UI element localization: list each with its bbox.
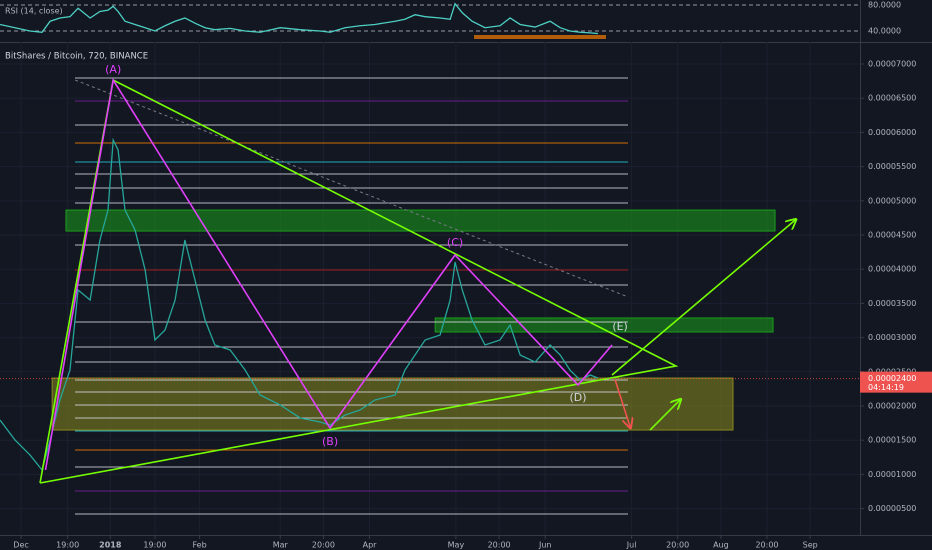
price-line: [0, 2, 598, 35]
x-tick-label: Sep: [803, 541, 818, 550]
y-tick-label: 0.00000500: [868, 504, 916, 513]
series: [0, 2, 599, 472]
trend-drawing: [44, 77, 613, 471]
x-tick-label: Jul: [626, 541, 637, 550]
x-tick-label: Apr: [363, 541, 378, 550]
rsi-oversold-highlight: [474, 35, 606, 39]
wave-label: (A): [105, 63, 121, 76]
arrow: [614, 379, 630, 427]
y-tick-label: 0.00001000: [868, 470, 916, 479]
axes: 0.00007000 0.00006500 0.00006000 0.00005500…: [13, 0, 932, 550]
price-line: [0, 137, 599, 472]
x-tick-label: 19:00: [143, 541, 166, 550]
y-tick-label: 0.00006000: [868, 128, 916, 137]
wave-label: (B): [322, 435, 338, 448]
x-tick-label: Feb: [193, 541, 207, 550]
wave-label: (D): [570, 391, 587, 404]
y-tick-label: 0.00001500: [868, 436, 916, 445]
x-tick-label: Aug: [713, 541, 729, 550]
arrow: [649, 400, 680, 431]
x-tick-label: Mar: [273, 541, 289, 550]
wave-label: (E): [612, 320, 628, 333]
zone: [65, 209, 776, 232]
chart-title: BitShares / Bitcoin, 720, BINANCE: [5, 52, 148, 62]
y-tick-label: 0.00006500: [868, 94, 916, 103]
x-tick-label: May: [448, 541, 465, 550]
grid: [0, 4, 860, 535]
last-price-box: [860, 371, 932, 393]
y-tick-label: 0.00002000: [868, 402, 916, 411]
zones: [51, 209, 776, 431]
x-tick-label: Jun: [538, 541, 552, 550]
rsi-title: RSI (14, close): [5, 7, 63, 16]
x-tick-label: 20:00: [755, 541, 778, 550]
x-tick-label: 20:00: [666, 541, 689, 550]
y-tick-label: 0.00007000: [868, 60, 916, 69]
zone: [51, 377, 734, 431]
x-tick-label: 20:00: [312, 541, 335, 550]
y-tick-label: 0.00005500: [868, 162, 916, 171]
last-price-label: 0.00002400: [868, 374, 916, 383]
y-tick-label: 0.00004000: [868, 265, 916, 274]
y-tick-label: 0.00004500: [868, 231, 916, 240]
wave-label: (C): [447, 236, 463, 249]
x-tick-label: Dec: [13, 541, 28, 550]
rsi-tick-label: 80.0000: [868, 0, 901, 9]
x-tick-label: 19:00: [56, 541, 79, 550]
rsi-tick-label: 40.0000: [868, 26, 901, 35]
zone: [434, 317, 774, 333]
y-tick-label: 0.00003000: [868, 333, 916, 342]
y-tick-label: 0.00003500: [868, 299, 916, 308]
x-tick-label: 20:00: [488, 541, 511, 550]
trend-drawing: [39, 78, 679, 484]
arrow: [611, 220, 795, 376]
countdown: 04:14:19: [868, 383, 904, 392]
drawings: (A) (B) (C) (D) (E): [0, 63, 860, 484]
x-tick-label: 2018: [99, 541, 122, 550]
y-tick-label: 0.00005000: [868, 196, 916, 205]
